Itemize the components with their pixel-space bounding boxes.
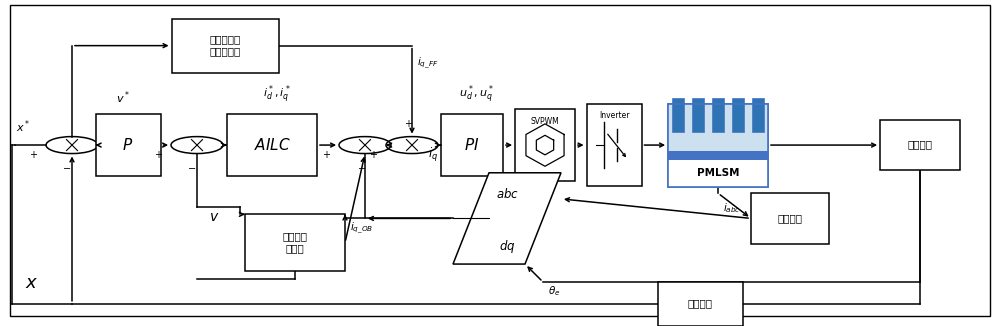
Text: 边端定位力
前馈控制器: 边端定位力 前馈控制器 — [209, 35, 241, 56]
Text: $v$: $v$ — [209, 210, 219, 224]
Text: $u_d^*,u_q^*$: $u_d^*,u_q^*$ — [459, 84, 495, 106]
Bar — [441, 114, 503, 176]
Text: $i_d^*,i_q^*$: $i_d^*,i_q^*$ — [263, 84, 291, 106]
Text: $i_{abc}$: $i_{abc}$ — [723, 201, 741, 215]
Bar — [712, 98, 724, 132]
Bar — [668, 151, 768, 160]
Text: $x^*$: $x^*$ — [16, 119, 30, 135]
Text: $+$: $+$ — [404, 118, 414, 129]
Text: $\theta_e$: $\theta_e$ — [548, 285, 560, 298]
Bar — [668, 103, 768, 186]
Text: $x$: $x$ — [25, 274, 38, 292]
Bar — [668, 160, 768, 186]
Polygon shape — [453, 173, 561, 264]
Text: $+$: $+$ — [29, 149, 38, 160]
Text: 位置采樣: 位置采樣 — [908, 141, 932, 150]
Bar — [751, 193, 829, 244]
Bar — [668, 103, 768, 155]
Bar — [672, 98, 684, 132]
Text: $+$: $+$ — [154, 149, 163, 160]
Bar — [880, 120, 960, 170]
Bar — [172, 19, 278, 72]
Bar — [668, 103, 768, 186]
Text: $i_{q\_FF}$: $i_{q\_FF}$ — [417, 55, 439, 71]
Text: $+$: $+$ — [322, 149, 331, 160]
Bar — [227, 114, 317, 176]
Text: SVPWM: SVPWM — [531, 117, 559, 126]
Text: $v^*$: $v^*$ — [116, 89, 130, 106]
Text: $-$: $-$ — [62, 162, 72, 172]
Bar — [96, 114, 160, 176]
Text: 電流采樣: 電流采樣 — [778, 214, 802, 223]
Text: $i_{q\_OB}$: $i_{q\_OB}$ — [350, 221, 373, 236]
Bar — [752, 98, 764, 132]
Text: $+$: $+$ — [369, 149, 378, 160]
Bar — [658, 282, 742, 326]
Text: $PI$: $PI$ — [464, 137, 480, 153]
Text: PMLSM: PMLSM — [697, 168, 739, 178]
Text: $abc$: $abc$ — [496, 187, 518, 201]
Text: $P$: $P$ — [122, 137, 134, 153]
Text: Inverter: Inverter — [599, 111, 629, 121]
Bar — [515, 109, 575, 181]
Text: 速度換算: 速度換算 — [688, 299, 712, 308]
Bar — [692, 98, 704, 132]
Text: $dq$: $dq$ — [499, 238, 515, 255]
Text: $-$: $-$ — [187, 162, 197, 172]
Text: 扩张扰动
观测器: 扩张扰动 观测器 — [283, 232, 308, 253]
Text: $AILC$: $AILC$ — [254, 137, 290, 153]
Text: $i_{abc}$: $i_{abc}$ — [728, 176, 746, 190]
Bar — [586, 104, 642, 186]
Text: $i_q$: $i_q$ — [428, 146, 438, 164]
Bar — [245, 215, 345, 271]
Text: $-$: $-$ — [357, 162, 367, 172]
Bar — [732, 98, 744, 132]
